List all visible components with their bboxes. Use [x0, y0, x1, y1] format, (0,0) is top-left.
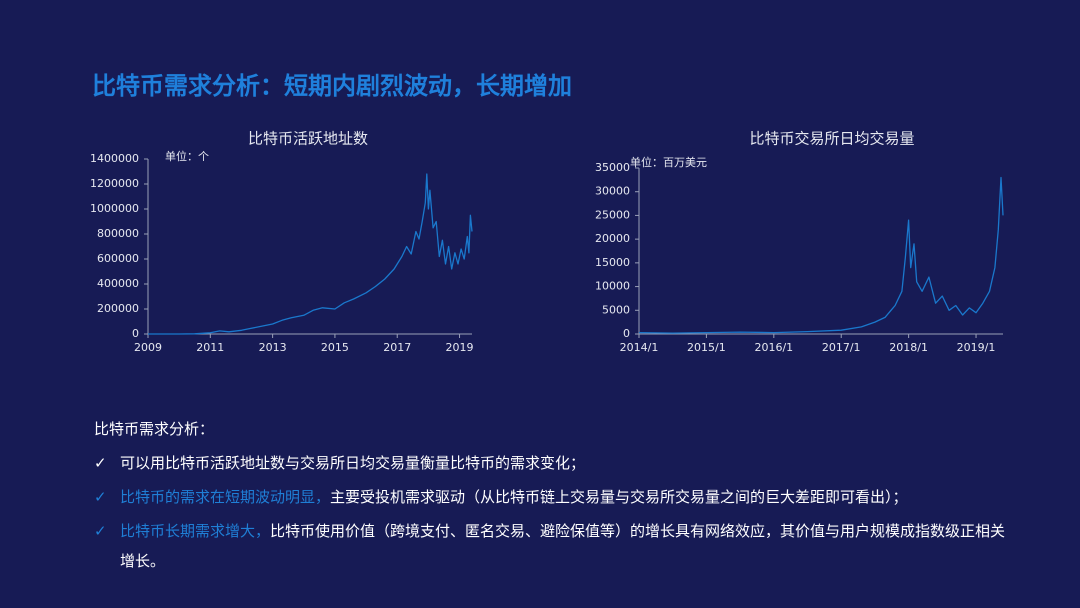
- chart-title: 比特币交易所日均交易量: [749, 130, 914, 148]
- y-tick-label: 5000: [602, 303, 630, 316]
- data-line: [638, 176, 1004, 334]
- x-tick-label: 2009: [134, 341, 162, 354]
- note-highlight: 比特币的需求在短期波动明显，: [120, 488, 331, 506]
- check-mark: ✓: [94, 488, 107, 506]
- unit-label: 单位：个: [165, 149, 209, 163]
- y-tick-label: 800000: [97, 227, 139, 240]
- charts: 比特币活跃地址数单位：个0200000400000600000800000100…: [90, 130, 1004, 354]
- x-tick-label: 2011: [196, 341, 224, 354]
- unit-label: 单位：百万美元: [630, 155, 707, 169]
- x-tick-label: 2013: [259, 341, 287, 354]
- y-tick-label: 20000: [595, 232, 630, 245]
- y-tick-label: 200000: [97, 302, 139, 315]
- x-tick-label: 2016/1: [754, 341, 793, 354]
- x-tick-label: 2017/1: [822, 341, 861, 354]
- x-tick-label: 2019: [446, 341, 474, 354]
- y-tick-label: 25000: [595, 208, 630, 221]
- y-tick-label: 0: [132, 327, 139, 340]
- y-tick-label: 15000: [595, 256, 630, 269]
- y-tick-label: 35000: [595, 161, 630, 174]
- data-line: [148, 173, 473, 335]
- note-highlight: 比特币长期需求增大，: [120, 522, 271, 540]
- note-text: 可以用比特币活跃地址数与交易所日均交易量衡量比特币的需求变化；: [120, 454, 586, 472]
- x-tick-label: 2019/1: [957, 341, 996, 354]
- note-text: 主要受投机需求驱动（从比特币链上交易量与交易所交易量之间的巨大差距即可看出）；: [330, 488, 908, 506]
- y-tick-label: 1400000: [90, 152, 139, 165]
- note-item: ✓ 比特币长期需求增大，比特币使用价值（跨境支付、匿名交易、避险保值等）的增长具…: [94, 516, 1014, 576]
- note-item: ✓ 比特币的需求在短期波动明显，主要受投机需求驱动（从比特币链上交易量与交易所交…: [94, 482, 1014, 512]
- notes-heading: 比特币需求分析：: [94, 420, 215, 438]
- slide-title: 比特币需求分析：短期内剧烈波动，长期增加: [92, 72, 572, 100]
- note-text: 比特币使用价值（跨境支付、匿名交易、避险保值等）的增长具有网络效应，其价值与用户…: [120, 522, 1006, 570]
- check-mark: ✓: [94, 522, 107, 540]
- x-tick-label: 2015/1: [687, 341, 726, 354]
- check-mark: ✓: [94, 454, 107, 472]
- y-tick-label: 30000: [595, 185, 630, 198]
- y-tick-label: 10000: [595, 280, 630, 293]
- y-tick-label: 400000: [97, 277, 139, 290]
- x-tick-label: 2014/1: [620, 341, 659, 354]
- x-tick-label: 2017: [383, 341, 411, 354]
- x-tick-label: 2018/1: [889, 341, 928, 354]
- chart-title: 比特币活跃地址数: [248, 130, 368, 148]
- x-tick-label: 2015: [321, 341, 349, 354]
- notes: 比特币需求分析： ✓ 可以用比特币活跃地址数与交易所日均交易量衡量比特币的需求变…: [94, 414, 1014, 580]
- y-tick-label: 600000: [97, 252, 139, 265]
- note-item: ✓ 可以用比特币活跃地址数与交易所日均交易量衡量比特币的需求变化；: [94, 448, 1014, 478]
- y-tick-label: 0: [623, 327, 630, 340]
- y-tick-label: 1200000: [90, 177, 139, 190]
- y-tick-label: 1000000: [90, 202, 139, 215]
